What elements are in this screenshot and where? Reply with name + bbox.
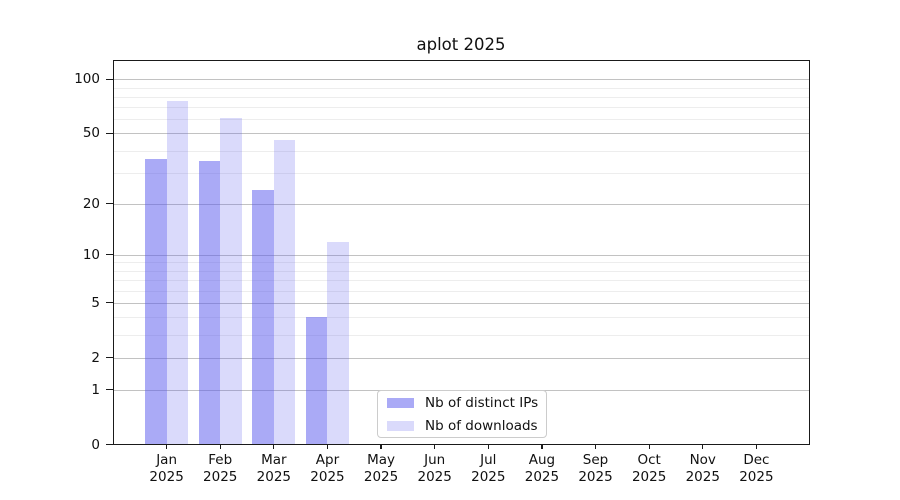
y-tick-mark [106,443,113,446]
y-tick-mark [106,78,113,80]
y-tick-label: 100 [74,71,100,88]
x-tick-label: Aug 2025 [524,452,560,485]
minor-gridline [113,87,810,89]
minor-gridline [113,172,810,174]
x-tick-label: Jan 2025 [149,452,184,485]
bar-downloads-jan [166,100,189,445]
y-tick-label: 1 [91,381,100,398]
legend-label: Nb of downloads [425,417,538,434]
minor-gridline [113,150,810,152]
x-tick-mark [594,444,597,449]
major-gridline [113,79,810,81]
minor-gridline [113,262,810,264]
chart-title: aplot 2025 [416,35,506,54]
legend-swatch-distinct-ips [387,397,414,408]
x-tick-mark [380,444,382,449]
major-gridline [113,203,810,205]
bar-downloads-feb [220,117,242,445]
x-tick-label: Feb 2025 [203,452,238,485]
x-tick-label: Apr 2025 [310,452,345,485]
x-tick-label: Mar 2025 [256,452,292,485]
bar-downloads-apr [327,241,350,445]
y-tick-label: 50 [82,125,100,142]
x-tick-mark [648,444,650,449]
minor-gridline [113,270,810,272]
x-tick-mark [702,444,704,449]
bar-downloads-mar [273,139,296,445]
legend-label: Nb of distinct IPs [425,394,539,411]
bar-ips-feb [198,160,221,445]
x-tick-mark [755,444,757,449]
minor-gridline [113,119,810,121]
plot-area [113,60,810,445]
bar-ips-mar [252,189,274,445]
x-tick-mark [487,444,489,449]
x-tick-label: Jul 2025 [471,452,506,485]
y-tick-label: 2 [91,349,100,366]
y-tick-mark [106,389,113,391]
x-tick-label: Jun 2025 [417,452,452,485]
major-gridline [113,357,810,359]
x-tick-label: May 2025 [363,452,399,485]
y-tick-mark [106,203,113,205]
x-tick-mark [326,444,329,449]
x-tick-mark [273,444,275,449]
minor-gridline [113,317,810,319]
x-tick-label: Sep 2025 [578,452,613,485]
legend-swatch-downloads [387,420,414,431]
y-tick-label: 5 [91,294,100,311]
y-tick-mark [106,356,113,359]
x-tick-label: Oct 2025 [631,452,667,485]
minor-gridline [113,96,810,98]
x-tick-label: Dec 2025 [739,452,774,485]
legend-row: Nb of downloads [387,416,546,436]
minor-gridline [113,279,810,281]
major-gridline [113,302,810,304]
x-tick-mark [219,444,221,449]
bar-ips-jan [145,158,167,445]
y-tick-mark [106,254,113,256]
x-tick-label: Nov 2025 [685,452,720,485]
minor-gridline [113,290,810,292]
x-tick-mark [541,444,543,449]
y-tick-label: 0 [91,436,100,453]
y-tick-label: 20 [82,195,100,212]
legend-row: Nb of distinct IPs [387,393,546,413]
bar-ips-apr [305,317,328,445]
major-gridline [113,254,810,256]
x-tick-mark [434,444,436,449]
x-tick-mark [166,444,168,449]
legend: Nb of distinct IPs Nb of downloads [377,390,547,438]
y-tick-mark [106,132,113,134]
major-gridline [113,133,810,135]
minor-gridline [113,334,810,336]
y-tick-mark [106,302,113,304]
y-tick-label: 10 [82,246,100,263]
minor-gridline [113,107,810,109]
